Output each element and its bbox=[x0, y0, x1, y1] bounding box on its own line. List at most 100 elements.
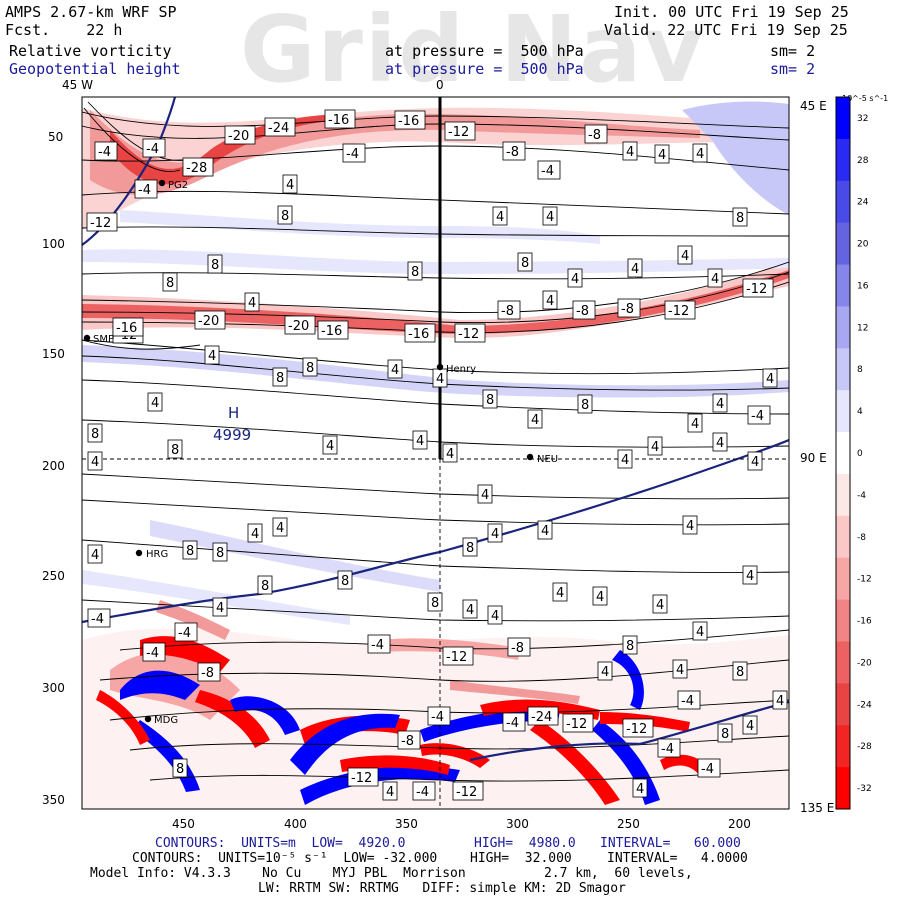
contour-label-text: 4 bbox=[596, 590, 604, 605]
contour-label-box bbox=[302, 357, 318, 377]
contour-label: -8 bbox=[617, 298, 641, 318]
contour-label: 8 bbox=[717, 723, 733, 743]
contour-label-text: 8 bbox=[216, 546, 224, 561]
contour-label: -4 bbox=[412, 781, 436, 801]
contour-label-box bbox=[692, 143, 708, 163]
contour-label: 4 bbox=[712, 393, 728, 413]
colorbar-swatch bbox=[836, 348, 850, 391]
contour-label: 4 bbox=[322, 435, 338, 455]
left-tick: 200 bbox=[42, 459, 65, 473]
contour-label: -12 bbox=[347, 767, 379, 787]
init-time: Init. 00 UTC Fri 19 Sep 25 bbox=[614, 3, 849, 21]
station-marker bbox=[158, 179, 166, 187]
contour-label: -4 bbox=[657, 738, 681, 758]
contour-label-box bbox=[562, 713, 594, 733]
bottom-tick: 200 bbox=[728, 817, 751, 831]
bottom-axis: 450 400 350 300 250 200 bbox=[172, 817, 751, 831]
high-value: 4999 bbox=[213, 426, 251, 444]
contour-label-text: 4 bbox=[496, 210, 504, 225]
contour-label: -8 bbox=[572, 300, 596, 320]
contour-label: 4 bbox=[747, 451, 763, 471]
contour-label-text: -12 bbox=[456, 785, 477, 800]
contour-label-box bbox=[692, 621, 708, 641]
top-label-45w: 45 W bbox=[62, 78, 93, 92]
contour-label-box bbox=[542, 290, 558, 310]
contour-label: 8 bbox=[407, 261, 423, 281]
valid-time: Valid. 22 UTC Fri 19 Sep 25 bbox=[604, 21, 848, 39]
contour-label: -8 bbox=[497, 300, 521, 320]
contour-label-box bbox=[677, 690, 701, 710]
contour-label-box bbox=[772, 690, 788, 710]
contour-label-text: 4 bbox=[151, 396, 159, 411]
contour-label-box bbox=[87, 544, 103, 564]
contour-label-box bbox=[87, 451, 103, 471]
contour-label-box bbox=[537, 520, 553, 540]
contour-label: 4 bbox=[212, 597, 228, 617]
contour-label-text: -8 bbox=[501, 304, 514, 319]
footer-physics-info: LW: RRTM SW: RRTMG DIFF: simple KM: 2D S… bbox=[258, 881, 626, 896]
contour-label-box bbox=[492, 206, 508, 226]
contour-label-text: 8 bbox=[171, 443, 179, 458]
contour-label: 4 bbox=[622, 141, 638, 161]
contour-label-box bbox=[584, 124, 608, 144]
high-symbol: H bbox=[228, 404, 239, 422]
contour-label-text: 8 bbox=[626, 639, 634, 654]
contour-label-box bbox=[627, 258, 643, 278]
contour-label: 8 bbox=[462, 537, 478, 557]
contour-label-box bbox=[224, 125, 256, 145]
contour-label-text: 4 bbox=[436, 372, 444, 387]
colorbar-swatch bbox=[836, 97, 850, 140]
contour-label-text: -4 bbox=[416, 785, 429, 800]
colorbar-label: 4 bbox=[857, 407, 863, 417]
contour-label-text: 8 bbox=[176, 762, 184, 777]
contour-label-text: -8 bbox=[506, 145, 519, 160]
contour-label-box bbox=[487, 523, 503, 543]
contour-label-text: 8 bbox=[431, 596, 439, 611]
contour-label-text: 4 bbox=[416, 434, 424, 449]
contour-label: 8 bbox=[577, 394, 593, 414]
station-label: MDG bbox=[154, 715, 178, 726]
contour-label: 8 bbox=[302, 357, 318, 377]
contour-label-text: 4 bbox=[751, 455, 759, 470]
contour-label: -4 bbox=[427, 706, 451, 726]
colorbar-swatch bbox=[836, 683, 850, 726]
contour-label-box bbox=[697, 758, 721, 778]
contour-label-text: 4 bbox=[326, 439, 334, 454]
contour-label-text: -4 bbox=[541, 164, 554, 179]
contour-label-text: 8 bbox=[211, 258, 219, 273]
contour-label: 8 bbox=[162, 272, 178, 292]
contour-label-text: -4 bbox=[346, 147, 359, 162]
contour-label: 4 bbox=[382, 781, 398, 801]
contour-label-text: 8 bbox=[186, 544, 194, 559]
contour-label-text: 4 bbox=[651, 440, 659, 455]
contour-label-box bbox=[597, 661, 613, 681]
colorbar-swatch bbox=[836, 557, 850, 601]
contour-label: 8 bbox=[622, 635, 638, 655]
contour-label-text: -12 bbox=[746, 282, 767, 297]
contour-label-box bbox=[284, 315, 316, 335]
contour-label-text: 4 bbox=[556, 586, 564, 601]
contour-label-text: -8 bbox=[511, 641, 524, 656]
contour-label-box bbox=[747, 451, 763, 471]
colorbar-unit: 10^-5 s^-1 bbox=[842, 94, 888, 103]
contour-label-box bbox=[427, 592, 443, 612]
contour-label: 4 bbox=[647, 436, 663, 456]
contour-label: 4 bbox=[567, 268, 583, 288]
contour-label-box bbox=[142, 642, 166, 662]
station-marker bbox=[135, 549, 143, 557]
contour-label-box bbox=[444, 121, 476, 141]
contour-label-text: 4 bbox=[541, 524, 549, 539]
contour-label-box bbox=[747, 405, 771, 425]
contour-label-text: 8 bbox=[581, 398, 589, 413]
contour-label-text: 4 bbox=[631, 262, 639, 277]
contour-label-box bbox=[147, 392, 163, 412]
right-label-45e: 45 E bbox=[800, 99, 827, 113]
contour-label-box bbox=[87, 423, 103, 443]
contour-label-box bbox=[412, 781, 436, 801]
contour-label-box bbox=[442, 443, 458, 463]
contour-label: 4 bbox=[432, 368, 448, 388]
contour-label-box bbox=[487, 605, 503, 625]
contour-label-box bbox=[632, 778, 648, 798]
contour-label-text: 4 bbox=[446, 447, 454, 462]
contour-label: 4 bbox=[537, 520, 553, 540]
